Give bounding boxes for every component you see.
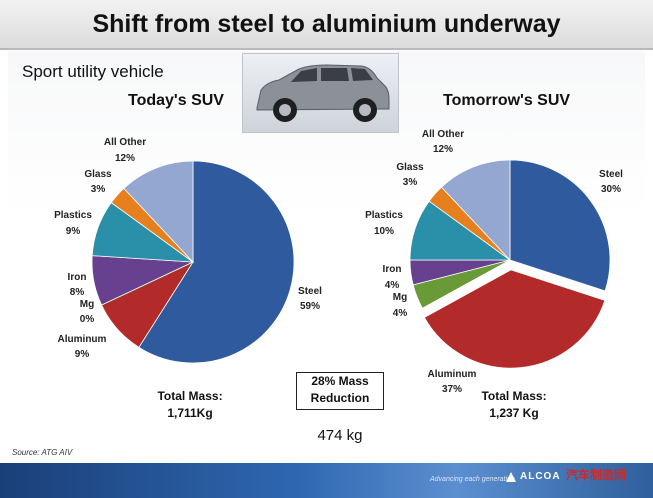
value-plastics-today: 9% — [66, 226, 81, 237]
value-glass-today: 3% — [91, 184, 106, 195]
label-plastics-tomorrow: Plastics — [365, 210, 403, 221]
slice-steel-tomorrow — [509, 159, 611, 292]
label-glass-today: Glass — [84, 169, 112, 180]
alcoa-logo-icon — [506, 472, 516, 482]
mass-reduction-line2: Reduction — [310, 391, 370, 405]
slice-all-other-tomorrow — [440, 159, 511, 262]
footer-logo: ALCOA — [520, 471, 561, 482]
chart-title-tomorrow: Tomorrow's SUV — [443, 92, 571, 109]
pie-tomorrow — [409, 159, 611, 371]
suv-photo — [242, 53, 399, 133]
label-plastics-today: Plastics — [54, 210, 92, 221]
label-aluminum-tomorrow: Aluminum — [428, 369, 477, 380]
subtitle: Sport utility vehicle — [22, 62, 164, 81]
value-mg-today: 0% — [80, 314, 95, 325]
value-aluminum-today: 9% — [75, 349, 90, 360]
slice-aluminum-tomorrow — [421, 267, 608, 371]
total-mass-value-tomorrow: 1,237 Kg — [489, 406, 539, 420]
footer-tagline: Advancing each generation — [430, 476, 515, 483]
label-iron-today: Iron — [68, 272, 87, 283]
total-mass-tomorrow: Total Mass: 1,237 Kg — [464, 388, 564, 422]
total-mass-value-today: 1,711Kg — [167, 406, 213, 420]
total-mass-label-tomorrow: Total Mass: — [481, 389, 547, 403]
source-note: Source: ATG AIV — [12, 448, 73, 457]
value-other-today: 12% — [115, 153, 135, 164]
total-mass-today: Total Mass: 1,711Kg — [140, 388, 240, 422]
label-aluminum-today: Aluminum — [58, 334, 107, 345]
pie-today — [91, 160, 295, 364]
slice-labels-today: Steel 59% Aluminum 9% Mg 0% Iron 8% Plas… — [54, 137, 322, 360]
value-plastics-tomorrow: 10% — [374, 226, 394, 237]
label-glass-tomorrow: Glass — [396, 162, 424, 173]
mass-reduction-line1: 28% Mass — [311, 374, 369, 388]
value-aluminum-tomorrow: 37% — [442, 384, 462, 395]
mass-reduction-box: 28% Mass Reduction — [296, 372, 384, 410]
label-iron-tomorrow: Iron — [383, 264, 402, 275]
footer-band — [0, 463, 653, 498]
watermark: 汽车制造网 — [566, 468, 627, 482]
label-other-tomorrow: All Other — [422, 129, 464, 140]
slice-steel-today — [138, 160, 295, 364]
label-steel-tomorrow: Steel — [599, 169, 623, 180]
mass-difference: 474 kg — [317, 427, 363, 444]
chart-title-today: Today's SUV — [128, 92, 224, 109]
value-other-tomorrow: 12% — [433, 144, 453, 155]
label-mg-tomorrow: Mg — [393, 292, 407, 303]
value-mg-tomorrow: 4% — [393, 308, 408, 319]
label-mg-today: Mg — [80, 299, 94, 310]
value-iron-tomorrow: 4% — [385, 280, 400, 291]
value-glass-tomorrow: 3% — [403, 177, 418, 188]
total-mass-label-today: Total Mass: — [157, 389, 223, 403]
value-steel-today: 59% — [300, 301, 320, 312]
slide-title: Shift from steel to aluminium underway — [92, 10, 561, 38]
value-steel-tomorrow: 30% — [601, 184, 621, 195]
label-other-today: All Other — [104, 137, 146, 148]
value-iron-today: 8% — [70, 287, 85, 298]
slice-labels-tomorrow: Steel 30% Aluminum 37% Mg 4% Iron 4% Pla… — [365, 129, 623, 395]
slice-all-other-today — [123, 160, 194, 264]
title-band — [0, 0, 653, 50]
label-steel-today: Steel — [298, 286, 322, 297]
